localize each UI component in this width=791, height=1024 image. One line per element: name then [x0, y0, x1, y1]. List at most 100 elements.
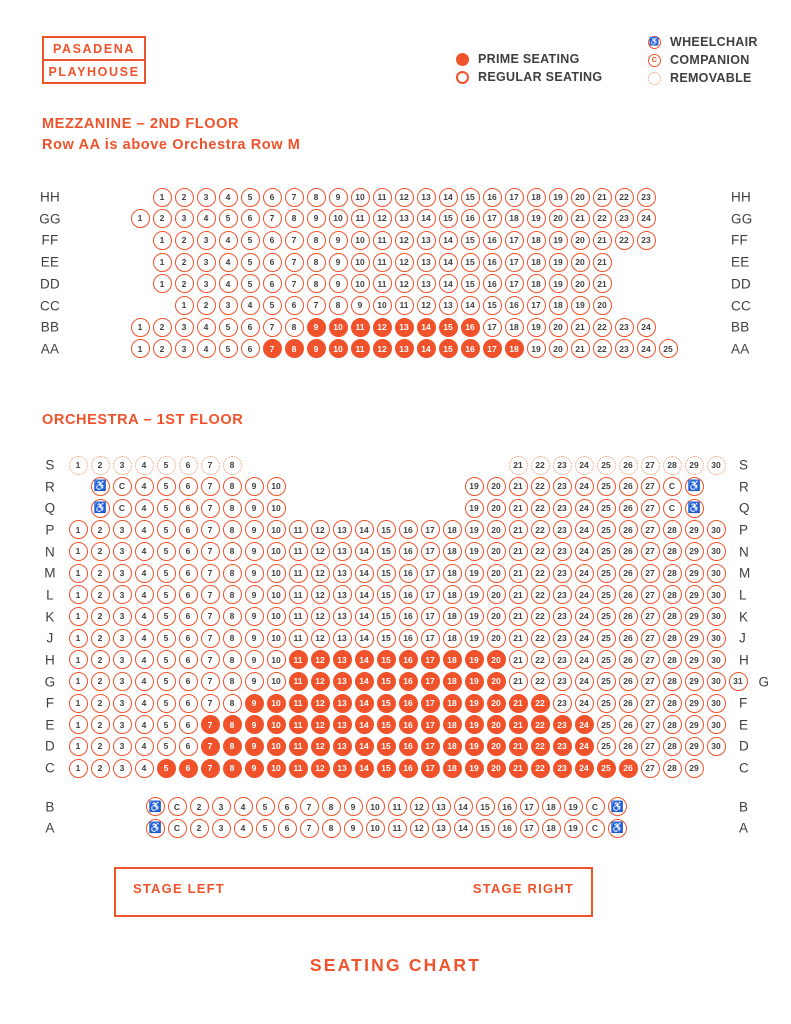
seat-Q-27[interactable]: 27 [640, 498, 660, 518]
seat-P-10[interactable]: 10 [266, 520, 286, 540]
seat-HH-23[interactable]: 23 [636, 187, 656, 207]
seat-M-17[interactable]: 17 [420, 563, 440, 583]
seat-M-3[interactable]: 3 [112, 563, 132, 583]
seat-F-5[interactable]: 5 [156, 693, 176, 713]
seat-L-22[interactable]: 22 [530, 585, 550, 605]
seat-GG-16[interactable]: 16 [460, 209, 480, 229]
seat-E-14[interactable]: 14 [354, 715, 374, 735]
seat-N-28[interactable]: 28 [662, 542, 682, 562]
seat-FF-15[interactable]: 15 [460, 230, 480, 250]
seat-HH-4[interactable]: 4 [218, 187, 238, 207]
seat-L-23[interactable]: 23 [552, 585, 572, 605]
seat-M-26[interactable]: 26 [618, 563, 638, 583]
seat-C-9[interactable]: 9 [244, 758, 264, 778]
seat-M-7[interactable]: 7 [200, 563, 220, 583]
seat-DD-4[interactable]: 4 [218, 274, 238, 294]
seat-C-17[interactable]: 17 [420, 758, 440, 778]
seat-F-10[interactable]: 10 [266, 693, 286, 713]
seat-F-24[interactable]: 24 [574, 693, 594, 713]
seat-L-7[interactable]: 7 [200, 585, 220, 605]
seat-L-29[interactable]: 29 [684, 585, 704, 605]
seat-K-11[interactable]: 11 [288, 607, 308, 627]
seat-M-1[interactable]: 1 [68, 563, 88, 583]
seat-E-25[interactable]: 25 [596, 715, 616, 735]
seat-P-14[interactable]: 14 [354, 520, 374, 540]
seat-BB-23[interactable]: 23 [614, 317, 634, 337]
seat-S-3[interactable]: 3 [112, 455, 132, 475]
seat-E-27[interactable]: 27 [640, 715, 660, 735]
seat-DD-19[interactable]: 19 [548, 274, 568, 294]
seat-DD-12[interactable]: 12 [394, 274, 414, 294]
seat-G-22[interactable]: 22 [530, 672, 550, 691]
seat-BB-16[interactable]: 16 [460, 317, 480, 337]
seat-EE-10[interactable]: 10 [350, 252, 370, 272]
seat-G-24[interactable]: 24 [574, 672, 594, 691]
seat-N-29[interactable]: 29 [684, 542, 704, 562]
seat-F-21[interactable]: 21 [508, 693, 528, 713]
seat-CC-11[interactable]: 11 [394, 296, 414, 315]
seat-GG-13[interactable]: 13 [394, 209, 414, 229]
seat-D-6[interactable]: 6 [178, 736, 198, 756]
seat-F-20[interactable]: 20 [486, 693, 506, 713]
seat-BB-15[interactable]: 15 [438, 317, 458, 337]
seat-M-25[interactable]: 25 [596, 563, 616, 583]
seat-AA-4[interactable]: 4 [196, 339, 216, 359]
seat-AA-25[interactable]: 25 [658, 339, 678, 359]
seat-F-11[interactable]: 11 [288, 693, 308, 713]
seat-M-23[interactable]: 23 [552, 563, 572, 583]
seat-E-10[interactable]: 10 [266, 715, 286, 735]
seat-N-22[interactable]: 22 [530, 542, 550, 562]
seat-HH-16[interactable]: 16 [482, 187, 502, 207]
seat-R-5[interactable]: 5 [156, 477, 176, 497]
seat-HH-10[interactable]: 10 [350, 187, 370, 207]
seat-P-12[interactable]: 12 [310, 520, 330, 540]
seat-E-20[interactable]: 20 [486, 715, 506, 735]
seat-R-21[interactable]: 21 [508, 477, 528, 497]
seat-D-22[interactable]: 22 [530, 736, 550, 756]
seat-D-19[interactable]: 19 [464, 736, 484, 756]
seat-R-6[interactable]: 6 [178, 477, 198, 497]
seat-GG-8[interactable]: 8 [284, 209, 304, 229]
seat-H-20[interactable]: 20 [486, 650, 506, 670]
seat-F-4[interactable]: 4 [134, 693, 154, 713]
seat-C-10[interactable]: 10 [266, 758, 286, 778]
seat-C-12[interactable]: 12 [310, 758, 330, 778]
seat-B-15[interactable]: 15 [475, 797, 495, 817]
seat-G-12[interactable]: 12 [310, 672, 330, 691]
seat-E-21[interactable]: 21 [508, 715, 528, 735]
seat-AA-7[interactable]: 7 [262, 339, 282, 359]
seat-L-28[interactable]: 28 [662, 585, 682, 605]
seat-GG-21[interactable]: 21 [570, 209, 590, 229]
seat-DD-21[interactable]: 21 [592, 274, 612, 294]
seat-J-8[interactable]: 8 [222, 628, 242, 648]
seat-H-29[interactable]: 29 [684, 650, 704, 670]
seat-C-3[interactable]: 3 [112, 758, 132, 778]
seat-J-20[interactable]: 20 [486, 628, 506, 648]
seat-F-17[interactable]: 17 [420, 693, 440, 713]
seat-A-3[interactable]: 3 [211, 818, 231, 838]
seat-F-3[interactable]: 3 [112, 693, 132, 713]
seat-A-5[interactable]: 5 [255, 818, 275, 838]
seat-M-14[interactable]: 14 [354, 563, 374, 583]
seat-J-9[interactable]: 9 [244, 628, 264, 648]
seat-AA-23[interactable]: 23 [614, 339, 634, 359]
seat-K-10[interactable]: 10 [266, 607, 286, 627]
seat-L-20[interactable]: 20 [486, 585, 506, 605]
seat-K-4[interactable]: 4 [134, 607, 154, 627]
seat-P-21[interactable]: 21 [508, 520, 528, 540]
companion-seat-row-B[interactable]: C [585, 797, 605, 817]
seat-EE-5[interactable]: 5 [240, 252, 260, 272]
seat-M-9[interactable]: 9 [244, 563, 264, 583]
seat-A-18[interactable]: 18 [541, 818, 561, 838]
seat-K-26[interactable]: 26 [618, 607, 638, 627]
seat-K-15[interactable]: 15 [376, 607, 396, 627]
seat-S-30[interactable]: 30 [706, 455, 726, 475]
seat-M-4[interactable]: 4 [134, 563, 154, 583]
seat-E-8[interactable]: 8 [222, 715, 242, 735]
seat-A-11[interactable]: 11 [387, 818, 407, 838]
seat-M-19[interactable]: 19 [464, 563, 484, 583]
seat-CC-7[interactable]: 7 [306, 296, 326, 315]
seat-BB-2[interactable]: 2 [152, 317, 172, 337]
seat-G-17[interactable]: 17 [420, 672, 440, 691]
seat-HH-21[interactable]: 21 [592, 187, 612, 207]
